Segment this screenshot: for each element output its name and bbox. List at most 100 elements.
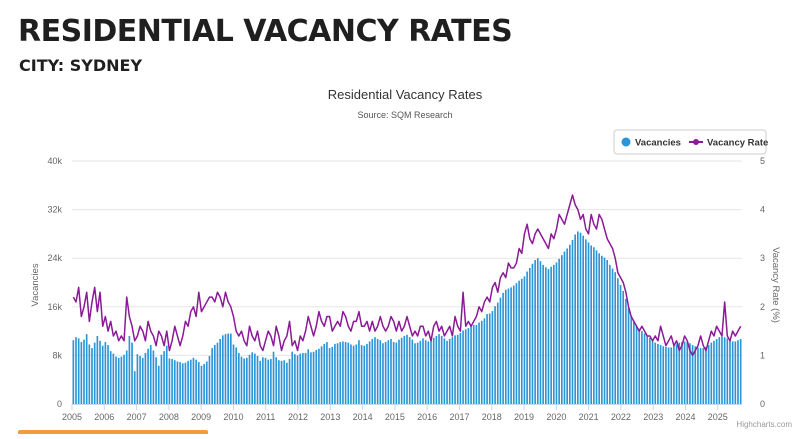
vacancy-bar[interactable]	[152, 350, 155, 404]
vacancy-bar[interactable]	[278, 360, 280, 404]
vacancy-bar[interactable]	[438, 334, 440, 404]
vacancy-bar[interactable]	[609, 264, 611, 404]
vacancy-bar[interactable]	[670, 347, 673, 405]
vacancy-bar[interactable]	[288, 359, 291, 404]
vacancy-bar[interactable]	[667, 347, 670, 405]
vacancy-bar[interactable]	[571, 239, 574, 404]
vacancy-bar[interactable]	[344, 342, 347, 404]
vacancy-bar[interactable]	[665, 346, 667, 404]
vacancy-bar[interactable]	[705, 346, 707, 404]
vacancy-bar[interactable]	[384, 342, 387, 404]
vacancy-bar[interactable]	[360, 345, 363, 404]
vacancy-bar[interactable]	[406, 334, 408, 404]
vacancy-bar[interactable]	[718, 337, 721, 404]
chart-credit[interactable]: Highcharts.com	[736, 420, 792, 429]
vacancy-bar[interactable]	[734, 341, 737, 404]
vacancy-bar[interactable]	[302, 352, 304, 404]
vacancy-bar[interactable]	[165, 345, 168, 404]
vacancy-bar[interactable]	[395, 342, 398, 404]
vacancy-bar[interactable]	[299, 353, 302, 404]
vacancy-bar[interactable]	[310, 352, 312, 404]
vacancy-bar[interactable]	[528, 267, 531, 404]
vacancy-bar[interactable]	[254, 353, 256, 404]
vacancy-bar[interactable]	[657, 343, 659, 404]
vacancy-bar[interactable]	[286, 362, 288, 404]
vacancy-bar[interactable]	[168, 358, 171, 404]
vacancy-bar[interactable]	[472, 325, 475, 404]
vacancy-bar[interactable]	[587, 242, 590, 404]
vacancy-bar[interactable]	[363, 345, 366, 404]
vacancy-bar[interactable]	[683, 341, 686, 404]
vacancy-bar[interactable]	[128, 335, 131, 404]
vacancy-bar[interactable]	[729, 340, 731, 404]
vacancy-bar[interactable]	[611, 268, 614, 404]
vacancy-bar[interactable]	[480, 320, 483, 404]
vacancy-bar[interactable]	[398, 339, 400, 404]
vacancy-bar[interactable]	[83, 339, 85, 404]
vacancy-bar[interactable]	[208, 356, 211, 404]
vacancy-bar[interactable]	[115, 356, 117, 404]
vacancy-bar[interactable]	[512, 285, 515, 404]
vacancy-bar[interactable]	[136, 354, 139, 404]
vacancy-bar[interactable]	[352, 345, 355, 404]
vacancy-bar[interactable]	[550, 266, 552, 404]
vacancy-bar[interactable]	[435, 335, 438, 404]
vacancy-bar[interactable]	[414, 343, 416, 404]
vacancy-bar[interactable]	[163, 351, 165, 404]
vacancy-bar[interactable]	[422, 338, 424, 404]
legend-item-vacancies[interactable]: Vacancies	[621, 137, 681, 149]
vacancy-bar[interactable]	[307, 349, 310, 404]
vacancy-bar[interactable]	[371, 339, 374, 404]
vacancy-bar[interactable]	[283, 360, 286, 404]
vacancy-bar[interactable]	[144, 352, 147, 404]
vacancy-bar[interactable]	[470, 325, 472, 404]
vacancy-bar[interactable]	[486, 314, 488, 404]
vacancy-bar[interactable]	[507, 288, 510, 404]
vacancy-bar[interactable]	[315, 349, 318, 404]
vacancy-bar[interactable]	[430, 339, 432, 404]
vacancy-bar[interactable]	[131, 342, 133, 404]
vacancy-bar[interactable]	[440, 335, 443, 404]
vacancy-bar[interactable]	[686, 342, 689, 404]
vacancy-bar[interactable]	[368, 341, 371, 404]
vacancy-bar[interactable]	[726, 338, 729, 404]
vacancy-bar[interactable]	[403, 335, 406, 404]
vacancy-bar[interactable]	[614, 272, 617, 404]
vacancy-bar[interactable]	[427, 341, 430, 404]
vacancy-bar[interactable]	[635, 325, 638, 404]
vacancy-bar[interactable]	[184, 362, 187, 404]
vacancy-bar[interactable]	[598, 253, 601, 404]
vacancy-bar[interactable]	[101, 345, 104, 404]
vacancy-bar[interactable]	[456, 334, 459, 404]
vacancy-bar[interactable]	[731, 341, 734, 404]
vacancy-bar[interactable]	[574, 234, 576, 404]
vacancy-bar[interactable]	[379, 340, 382, 404]
vacancy-bar[interactable]	[160, 354, 163, 404]
vacancy-bar[interactable]	[347, 342, 350, 404]
vacancy-bar[interactable]	[157, 365, 160, 404]
vacancy-bar[interactable]	[200, 365, 203, 404]
vacancy-bar[interactable]	[681, 342, 683, 404]
vacancy-bar[interactable]	[280, 360, 283, 404]
vacancy-bar[interactable]	[737, 340, 739, 404]
vacancy-bar[interactable]	[646, 335, 649, 404]
vacancy-bar[interactable]	[552, 264, 555, 404]
vacancy-bar[interactable]	[478, 322, 480, 404]
vacancy-bar[interactable]	[723, 337, 726, 404]
vacancy-bar[interactable]	[350, 344, 352, 404]
vacancy-bar[interactable]	[443, 338, 446, 404]
vacancy-bar[interactable]	[195, 359, 197, 404]
vacancy-bar[interactable]	[523, 276, 526, 404]
vacancy-bar[interactable]	[606, 260, 609, 404]
vacancy-bar[interactable]	[117, 357, 120, 404]
vacancy-bar[interactable]	[272, 351, 275, 404]
vacancy-bar[interactable]	[619, 284, 622, 404]
vacancy-bar[interactable]	[699, 348, 702, 404]
vacancy-bar[interactable]	[230, 333, 232, 404]
vacancy-bar[interactable]	[475, 325, 478, 404]
vacancy-bar[interactable]	[392, 342, 395, 404]
vacancy-bar[interactable]	[334, 343, 336, 404]
vacancy-bar[interactable]	[197, 362, 200, 404]
vacancy-bar[interactable]	[560, 255, 563, 404]
vacancy-bar[interactable]	[483, 318, 486, 404]
